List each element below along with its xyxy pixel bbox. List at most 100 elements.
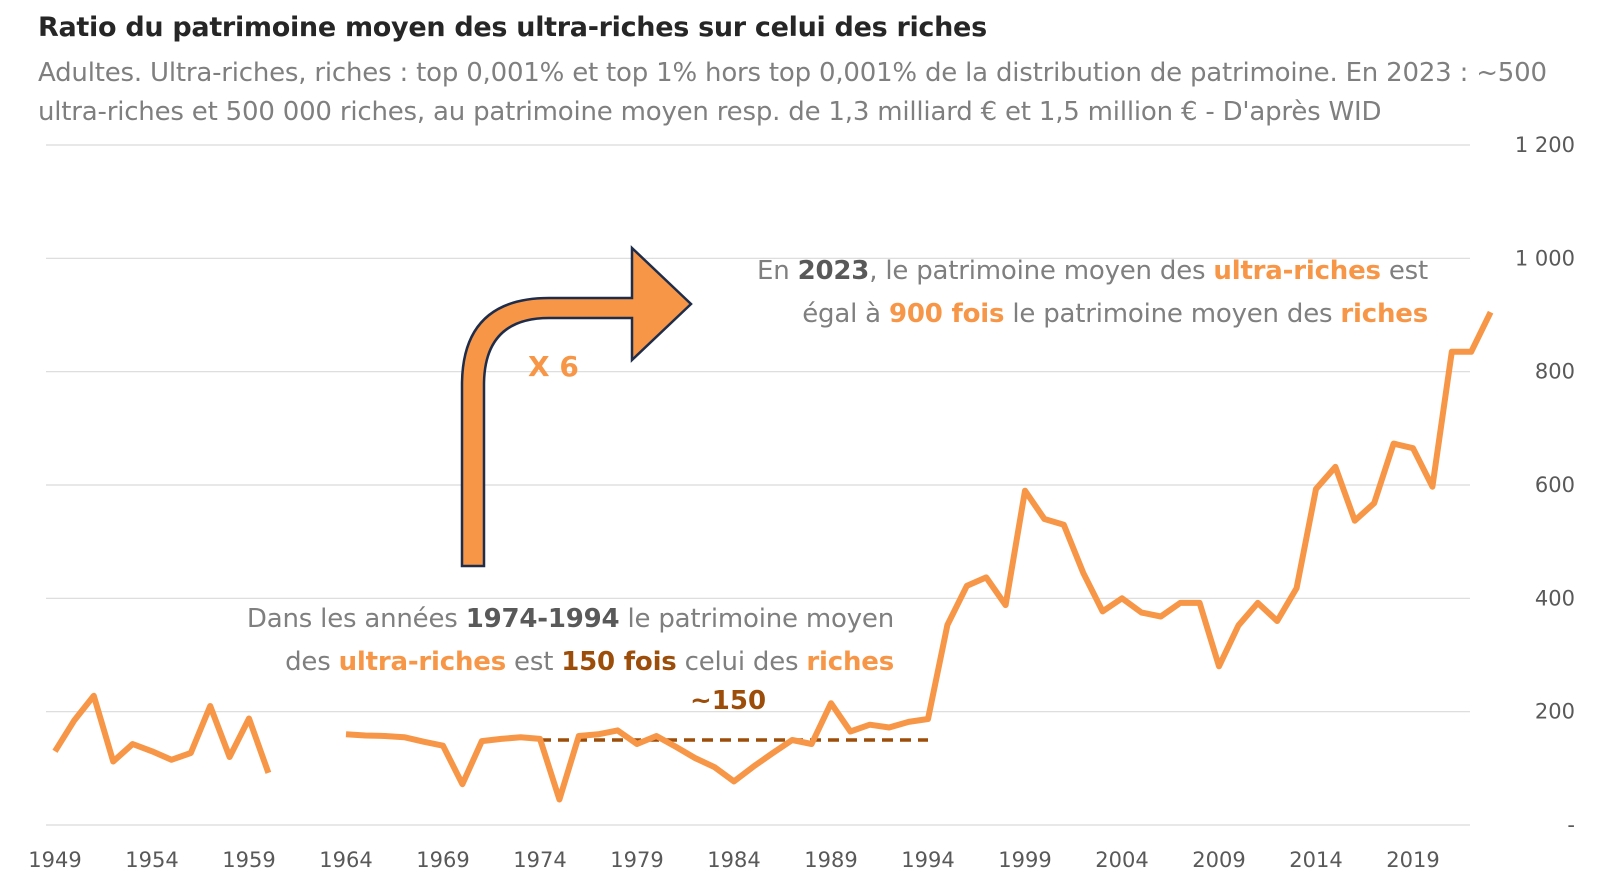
- data-point: [869, 724, 870, 725]
- data-point: [1160, 616, 1161, 617]
- x-tick-label: 2009: [1192, 848, 1245, 872]
- annot-fois: 900 fois: [888, 299, 1005, 329]
- data-point: [152, 751, 153, 752]
- data-point: [559, 799, 560, 800]
- data-point: [578, 736, 579, 737]
- series-group: [52, 310, 1494, 803]
- annot-text: est: [505, 647, 562, 677]
- data-point: [171, 759, 172, 760]
- reference-line-label: ~150: [690, 686, 767, 716]
- data-point: [617, 730, 618, 731]
- annot-riches: riches: [1340, 299, 1428, 329]
- data-point: [947, 625, 948, 626]
- annot-ultra: ultra-riches: [1213, 256, 1381, 286]
- data-point: [1063, 524, 1064, 525]
- y-axis-ticks: - 200 400 600 800 1 000 1 200: [1515, 133, 1575, 837]
- data-point: [637, 744, 638, 745]
- data-point: [1316, 489, 1317, 490]
- y-tick-label: 400: [1535, 586, 1575, 610]
- data-point: [1122, 598, 1123, 599]
- data-point: [1199, 602, 1200, 603]
- data-point: [384, 736, 385, 737]
- x-tick-label: 2004: [1095, 848, 1148, 872]
- data-point: [1296, 588, 1297, 589]
- data-point: [1277, 621, 1278, 622]
- data-point: [540, 738, 541, 739]
- x-axis-ticks: 1949 1954 1959 1964 1969 1974 1979 1984 1989 1994…: [28, 848, 1439, 872]
- chart-title: Ratio du patrimoine moyen des ultra-rich…: [38, 12, 987, 43]
- data-point: [811, 744, 812, 745]
- x-tick-label: 1959: [222, 848, 275, 872]
- y-tick-label: 200: [1535, 700, 1575, 724]
- series-line: [52, 310, 1494, 803]
- annot-text: le patrimoine moyen: [619, 604, 894, 634]
- data-point: [1471, 351, 1472, 352]
- data-point: [443, 745, 444, 746]
- data-point: [1005, 605, 1006, 606]
- annot-text: est: [1380, 256, 1428, 286]
- data-point: [481, 741, 482, 742]
- data-point: [734, 781, 735, 782]
- data-point: [132, 744, 133, 745]
- data-point: [249, 718, 250, 719]
- data-point: [1451, 351, 1452, 352]
- gridlines: [46, 144, 1470, 826]
- data-point: [772, 753, 773, 754]
- data-point: [74, 720, 75, 721]
- annot-text: des: [285, 647, 339, 677]
- x-tick-label: 2014: [1289, 848, 1342, 872]
- annot-year: 2023: [797, 256, 870, 286]
- data-point: [1335, 466, 1336, 467]
- data-point: [55, 751, 56, 752]
- data-point: [850, 731, 851, 732]
- data-point: [93, 695, 94, 696]
- chart-subtitle: Adultes. Ultra-riches, riches : top 0,00…: [38, 58, 1547, 127]
- annot-fois: 150 fois: [561, 647, 677, 677]
- data-point: [1490, 312, 1491, 313]
- annot-text: égal à: [802, 299, 889, 329]
- x-tick-label: 1964: [319, 848, 372, 872]
- x-tick-label: 1994: [901, 848, 954, 872]
- data-point: [792, 740, 793, 741]
- x-tick-label: 1949: [28, 848, 81, 872]
- annot-text: Dans les années: [246, 604, 466, 634]
- annot-riches: riches: [806, 647, 894, 677]
- data-point: [675, 746, 676, 747]
- data-point: [1180, 602, 1181, 603]
- data-point: [1219, 666, 1220, 667]
- data-point: [695, 758, 696, 759]
- data-point: [1413, 448, 1414, 449]
- x-tick-label: 1954: [125, 848, 178, 872]
- data-point: [365, 735, 366, 736]
- data-point: [1374, 503, 1375, 504]
- data-point: [986, 577, 987, 578]
- data-point: [598, 734, 599, 735]
- data-point: [908, 721, 909, 722]
- annot-text: En: [757, 256, 798, 286]
- annot-text: , le patrimoine moyen des: [869, 256, 1214, 286]
- x-tick-label: 2019: [1386, 848, 1439, 872]
- annotation-2023: En 2023, le patrimoine moyen des ultra-r…: [757, 250, 1428, 336]
- data-point: [831, 703, 832, 704]
- data-point: [1257, 602, 1258, 603]
- x-tick-label: 1969: [416, 848, 469, 872]
- data-point: [462, 784, 463, 785]
- y-tick-label: -: [1567, 813, 1575, 837]
- data-point: [501, 738, 502, 739]
- x-tick-label: 1974: [513, 848, 566, 872]
- data-point: [404, 737, 405, 738]
- data-point: [1238, 625, 1239, 626]
- data-point: [229, 757, 230, 758]
- y-tick-label: 1 200: [1515, 133, 1575, 157]
- data-point: [268, 772, 269, 773]
- data-point: [346, 734, 347, 735]
- y-tick-label: 600: [1535, 473, 1575, 497]
- data-point: [1025, 490, 1026, 491]
- data-point: [966, 585, 967, 586]
- data-point: [520, 737, 521, 738]
- x-tick-label: 1999: [998, 848, 1051, 872]
- data-point: [190, 753, 191, 754]
- y-tick-label: 1 000: [1515, 246, 1575, 270]
- annot-text: le patrimoine moyen des: [1004, 299, 1341, 329]
